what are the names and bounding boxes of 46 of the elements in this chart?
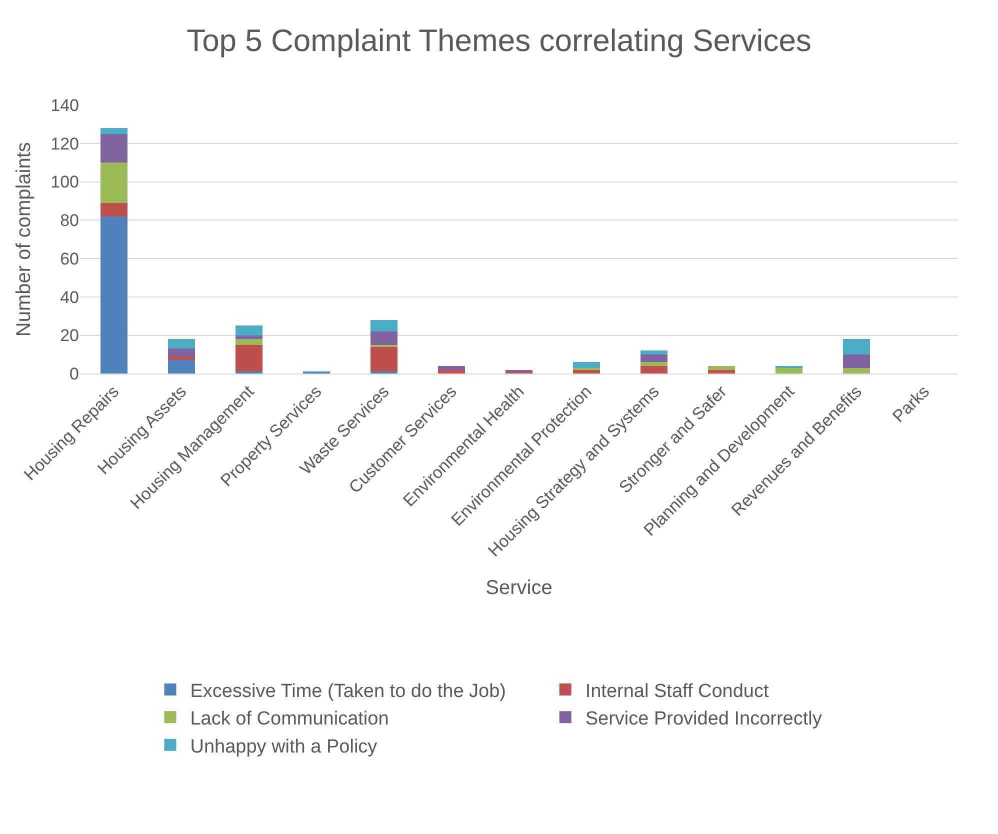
bar xyxy=(370,346,398,372)
bar xyxy=(843,354,870,368)
y-axis-title: Number of complaints xyxy=(13,142,35,337)
y-tick-label: 0 xyxy=(70,364,79,384)
y-tick-label: 20 xyxy=(60,326,79,346)
y-tick-label: 80 xyxy=(60,211,79,230)
bar xyxy=(573,362,600,368)
bar xyxy=(640,366,668,374)
y-tick-label: 100 xyxy=(50,172,79,192)
bar xyxy=(235,335,262,340)
legend-label: Excessive Time (Taken to do the Job) xyxy=(190,680,506,702)
bar xyxy=(438,370,465,374)
bar xyxy=(235,344,262,372)
bar xyxy=(370,331,398,345)
bar xyxy=(370,320,398,332)
chart-title: Top 5 Complaint Themes correlating Services xyxy=(186,22,812,58)
legend-label: Lack of Communication xyxy=(190,708,389,730)
bar xyxy=(168,339,195,349)
bar xyxy=(708,370,736,374)
bar xyxy=(708,366,736,370)
bar xyxy=(100,202,128,216)
bar xyxy=(100,128,128,134)
y-tick-label: 40 xyxy=(60,288,79,307)
legend-label: Service Provided Incorrectly xyxy=(585,708,822,730)
bar xyxy=(843,339,870,354)
bar xyxy=(640,350,668,354)
y-tick-label: 120 xyxy=(50,134,79,154)
legend-label: Unhappy with a Policy xyxy=(190,736,378,758)
bar xyxy=(843,368,870,374)
x-axis-title: Service xyxy=(486,576,552,599)
bar xyxy=(168,348,195,356)
bar xyxy=(573,370,600,374)
y-tick-label: 140 xyxy=(50,96,79,115)
bar xyxy=(100,162,128,203)
legend-label: Internal Staff Conduct xyxy=(585,680,770,702)
bar xyxy=(100,134,128,163)
y-tick-label: 60 xyxy=(60,249,79,268)
bar xyxy=(776,368,803,374)
bar xyxy=(438,366,465,370)
bar xyxy=(640,354,668,362)
bar xyxy=(640,362,668,366)
bar xyxy=(235,339,262,345)
bar xyxy=(168,360,195,374)
bar xyxy=(235,326,262,336)
bar xyxy=(100,216,128,374)
bar xyxy=(168,356,195,360)
